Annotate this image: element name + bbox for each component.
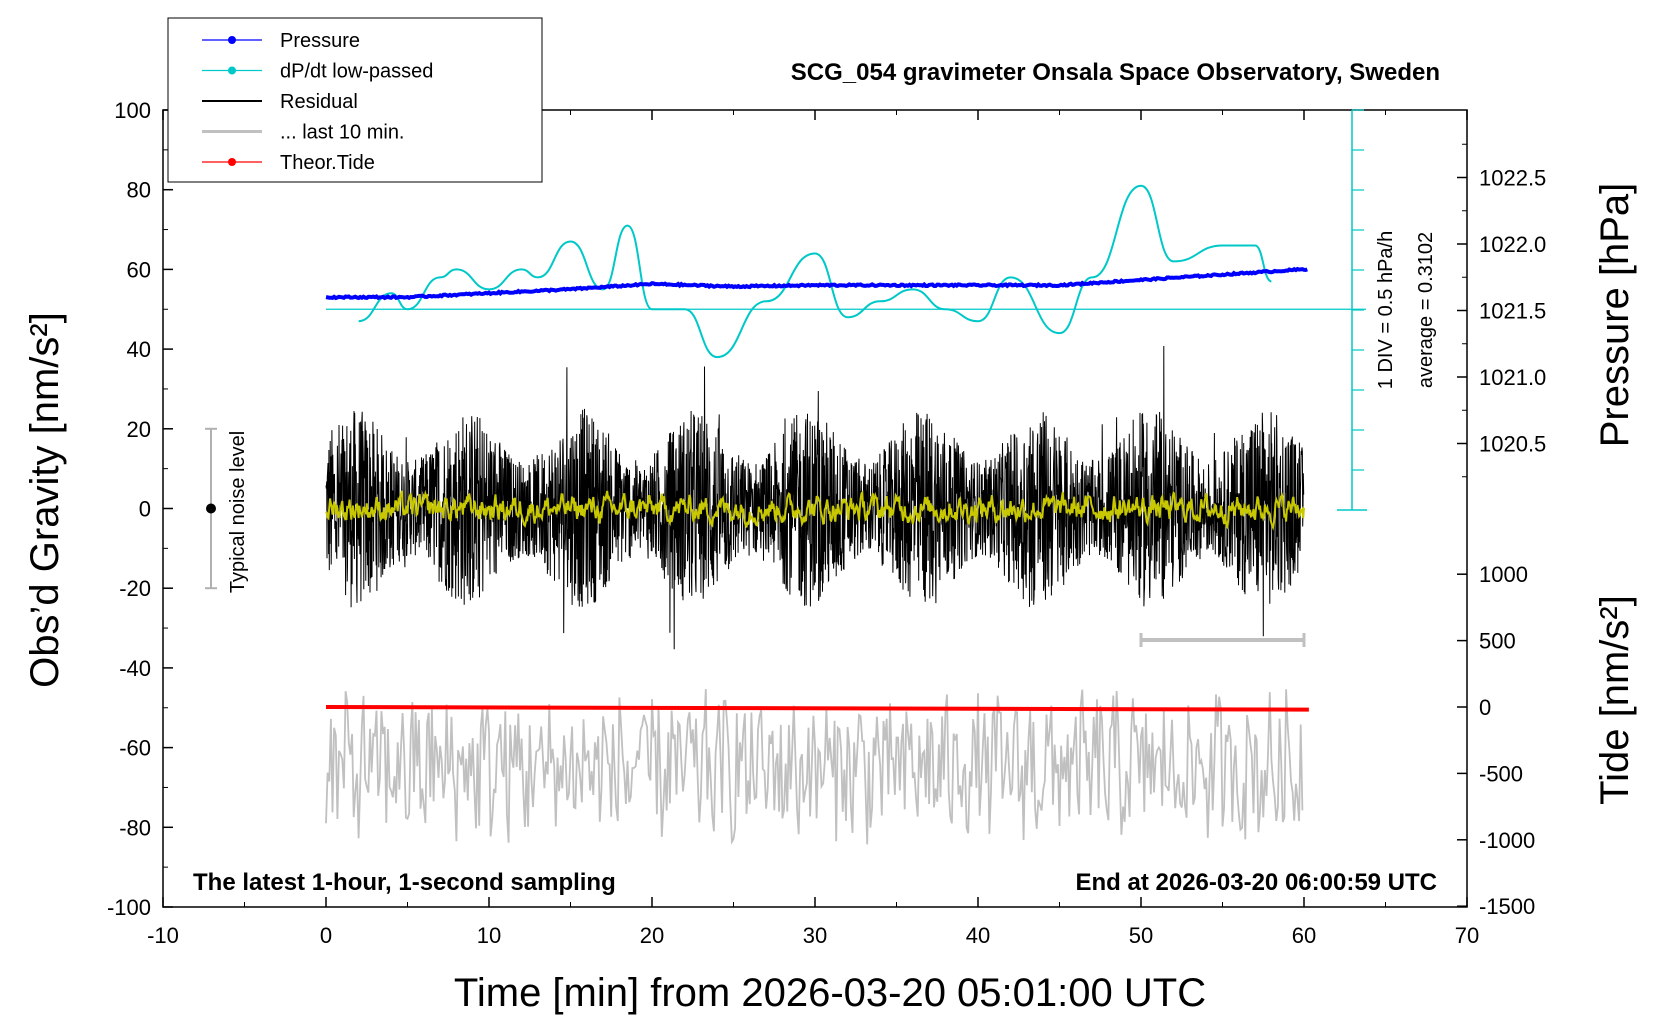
dpdt-scale-axis — [326, 109, 1367, 511]
chart-title: SCG_054 gravimeter Onsala Space Observat… — [791, 59, 1440, 86]
legend-label: dP/dt low-passed — [280, 61, 433, 83]
y-tick-label: -40 — [119, 656, 151, 681]
noise-level-label: Typical noise level — [227, 431, 249, 593]
tide-tick-label: 500 — [1479, 629, 1516, 654]
x-tick-label: 40 — [966, 923, 990, 948]
tide-tick-label: -500 — [1479, 761, 1523, 786]
x-tick-label: 50 — [1129, 923, 1153, 948]
x-tick-label: 0 — [320, 923, 332, 948]
y-tick-label: 80 — [127, 178, 151, 203]
y-tick-label: -80 — [119, 815, 151, 840]
y-tick-label: 60 — [127, 257, 151, 282]
legend-swatch-dot — [228, 66, 236, 75]
y-axis-label-pressure: Pressure [hPa] — [1593, 183, 1637, 448]
pressure-tick-label: 1022.0 — [1479, 232, 1546, 257]
pressure-tick-label: 1021.0 — [1479, 365, 1546, 390]
x-axis-ticks: -10 0 10 20 30 40 50 60 70 — [147, 110, 1479, 948]
y-tick-label: 100 — [114, 98, 151, 123]
legend-label: ... last 10 min. — [280, 122, 405, 144]
legend: Pressure dP/dt low-passed Residual ... last… — [167, 17, 543, 183]
x-axis-label: Time [min] from 2026-03-20 05:01:00 UTC — [454, 971, 1206, 1015]
y-tick-label: -60 — [119, 736, 151, 761]
noise-bar-center — [206, 503, 216, 514]
residual-line — [325, 345, 1305, 650]
y-axis-label-left: Obs’d Gravity [nm/s²] — [23, 312, 67, 688]
legend-swatch-dot — [228, 158, 236, 166]
dpdt-line — [358, 184, 1272, 359]
tide-tick-label: 1000 — [1479, 562, 1528, 587]
tide-tick-label: -1000 — [1479, 828, 1535, 853]
note-left: The latest 1-hour, 1-second sampling — [193, 869, 616, 896]
x-tick-label: -10 — [147, 923, 179, 948]
tide-tick-label: -1500 — [1479, 894, 1535, 919]
legend-swatch-dot — [228, 36, 236, 44]
x-tick-label: 30 — [803, 923, 827, 948]
pressure-line — [325, 266, 1308, 301]
x-tick-label: 10 — [477, 923, 501, 948]
dpdt-average-label: average = 0.3102 — [1415, 232, 1437, 388]
y-axis-ticks: 100 80 60 40 20 0 -20 -40 -60 -80 -100 — [107, 98, 173, 920]
legend-label: Pressure — [280, 30, 360, 52]
pressure-tick-label: 1021.5 — [1479, 299, 1546, 324]
y-tick-label: -100 — [107, 895, 151, 920]
tide-tick-label: 0 — [1479, 695, 1491, 720]
y-tick-label: 0 — [139, 497, 151, 522]
tide-line — [325, 705, 1309, 712]
right-axis-ticks: 1022.5 1022.0 1021.5 1021.0 1020.5 1000 500 0 -5… — [1457, 143, 1546, 919]
y-tick-label: 20 — [127, 417, 151, 442]
pressure-tick-label: 1022.5 — [1479, 166, 1546, 191]
last-10min-line — [325, 689, 1304, 845]
pressure-tick-label: 1020.5 — [1479, 432, 1546, 457]
y-tick-label: -20 — [119, 576, 151, 601]
y-tick-label: 40 — [127, 337, 151, 362]
y-axis-label-tide: Tide [nm/s²] — [1593, 595, 1637, 805]
series-layer — [205, 184, 1309, 845]
legend-label: Residual — [280, 91, 358, 113]
x-tick-label: 20 — [640, 923, 664, 948]
residual-smoothed-line — [325, 489, 1305, 531]
x-tick-label: 70 — [1455, 923, 1479, 948]
note-right: End at 2026-03-20 06:00:59 UTC — [1076, 869, 1438, 896]
dpdt-div-label: 1 DIV = 0.5 hPa/h — [1375, 231, 1397, 389]
legend-label: Theor.Tide — [280, 152, 375, 174]
x-tick-label: 60 — [1292, 923, 1316, 948]
